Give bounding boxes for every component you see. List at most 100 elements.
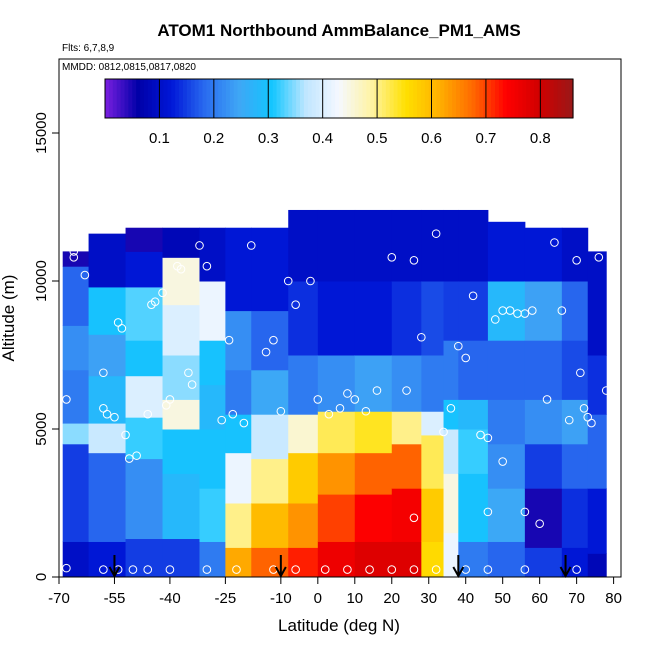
observation-point — [254, 214, 263, 224]
x-tick-label: 40 — [457, 590, 474, 607]
colorbar-swatch — [300, 79, 305, 118]
observation-point — [283, 276, 293, 286]
colorbar-swatch — [136, 79, 141, 118]
observation-point — [498, 457, 507, 466]
heatmap-cell — [125, 417, 164, 460]
heatmap-cell — [88, 286, 127, 335]
observation-point — [387, 253, 397, 262]
observation-point — [246, 241, 256, 250]
colorbar-tick-label: 0.1 — [149, 130, 170, 147]
colorbar-swatch — [202, 79, 207, 118]
colorbar-swatch — [128, 79, 133, 118]
colorbar-swatch — [428, 79, 434, 118]
colorbar-swatch — [190, 79, 196, 118]
colorbar-swatch — [120, 79, 126, 118]
heatmap-cell — [162, 399, 200, 430]
observation-point — [102, 409, 112, 419]
heatmap-cell — [561, 227, 589, 282]
heatmap-cell — [458, 209, 489, 282]
observation-point — [446, 403, 456, 413]
colorbar-swatch — [401, 79, 406, 118]
observation-point — [69, 253, 79, 262]
observation-point — [195, 241, 204, 250]
x-tick-label: 10 — [346, 590, 363, 607]
colorbar-swatch — [385, 79, 391, 118]
colorbar-swatch — [506, 79, 512, 118]
heatmap-cell — [443, 473, 459, 534]
heatmap-cell — [162, 355, 200, 400]
profile-arrow — [108, 555, 121, 579]
colorbar-swatch — [335, 79, 340, 118]
heatmap-cell — [443, 429, 459, 474]
observation-point — [576, 368, 585, 378]
heatmap-cell — [458, 473, 489, 542]
observation-point — [228, 409, 238, 419]
heatmap-cell — [524, 547, 563, 577]
colorbar-swatch — [151, 79, 157, 118]
heatmap-cell — [288, 503, 319, 548]
colorbar-swatch — [264, 79, 270, 118]
heatmap-cell — [62, 443, 90, 542]
colorbar-swatch — [116, 79, 122, 118]
observation-point — [306, 276, 315, 286]
heatmap-cell — [587, 553, 607, 577]
observation-point — [505, 306, 515, 315]
observation-point — [313, 395, 323, 404]
x-tick-label: 60 — [531, 590, 548, 607]
observation-point — [80, 270, 90, 280]
observation-point — [572, 565, 581, 574]
observation-point — [239, 418, 249, 428]
heatmap-cell — [225, 310, 252, 371]
x-tick-label: 80 — [605, 590, 622, 607]
colorbar-swatch — [167, 79, 172, 118]
heatmap-cell — [443, 399, 459, 430]
heatmap-cell — [421, 209, 445, 282]
profile-arrow — [274, 555, 287, 579]
observation-point — [165, 565, 175, 574]
y-axis-label: Altitude (m) — [0, 275, 18, 362]
heatmap-cell — [62, 251, 90, 267]
heatmap-cell — [225, 503, 252, 548]
observation-point — [158, 288, 167, 298]
heatmap-cell — [62, 423, 90, 445]
colorbar-swatch — [222, 79, 227, 118]
heatmap-cell — [391, 209, 422, 282]
colorbar-swatch — [487, 79, 492, 118]
heatmap-cell — [524, 443, 563, 489]
y-tick-label: 0 — [33, 573, 50, 581]
observation-point — [579, 403, 589, 413]
colorbar-swatch — [569, 79, 574, 118]
colorbar-swatch — [140, 79, 145, 118]
observation-point — [261, 347, 271, 357]
heatmap-cell — [391, 443, 422, 489]
observation-point — [439, 427, 448, 437]
observation-point — [224, 335, 234, 345]
observation-point — [291, 300, 300, 309]
y-tick-label: 5000 — [33, 412, 50, 445]
observation-point — [594, 253, 604, 262]
observation-point — [417, 332, 426, 342]
x-tick-label: -25 — [215, 590, 237, 607]
heatmap-cell — [458, 281, 489, 341]
x-tick-label: 0 — [314, 590, 322, 607]
observation-point — [165, 395, 175, 404]
observation-point — [520, 507, 530, 517]
colorbar-swatch — [229, 79, 235, 118]
observation-point — [99, 565, 108, 574]
colorbar-swatch — [144, 79, 149, 118]
observation-point — [232, 565, 241, 574]
heatmap-cell — [162, 429, 200, 474]
heatmap-cell — [125, 227, 164, 252]
colorbar-swatch — [444, 79, 449, 118]
colorbar-swatch — [534, 79, 539, 118]
heatmap-cell — [162, 227, 200, 258]
colorbar-swatch — [276, 79, 282, 118]
heatmap-cell — [62, 325, 90, 371]
colorbar-swatch — [479, 79, 484, 118]
heatmap-cell — [421, 541, 445, 577]
heatmap-cell — [62, 541, 90, 577]
x-tick-label: 30 — [420, 590, 437, 607]
colorbar-swatch — [272, 79, 278, 118]
colorbar-swatch — [307, 79, 313, 118]
